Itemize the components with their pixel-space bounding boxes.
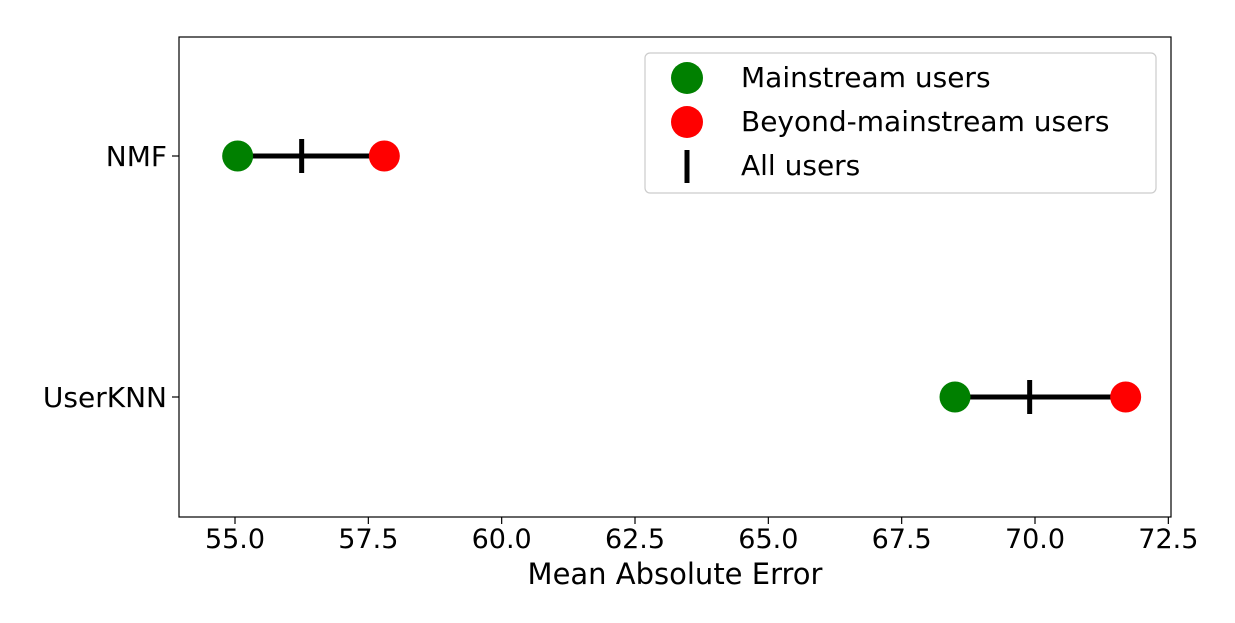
x-tick-label: 72.5	[1138, 524, 1198, 555]
x-tick-label: 60.0	[472, 524, 532, 555]
legend-label: Beyond-mainstream users	[741, 105, 1109, 138]
legend-label: Mainstream users	[741, 61, 991, 94]
mainstream-point	[222, 140, 254, 172]
legend: Mainstream users Beyond-mainstream users A…	[644, 52, 1157, 194]
range-lines	[237, 153, 1126, 400]
legend-label: All users	[741, 149, 860, 182]
legend-box	[644, 52, 1157, 194]
x-tick-label: 70.0	[1005, 524, 1065, 555]
x-tick-label: 55.0	[205, 524, 265, 555]
x-axis-ticks: 55.0 57.5 60.0 62.5 65.0 67.5 70.0 72.5	[205, 517, 1198, 555]
beyond-mainstream-point	[1110, 381, 1142, 413]
x-tick-label: 57.5	[338, 524, 398, 555]
legend-marker	[671, 62, 703, 94]
x-tick-label: 62.5	[605, 524, 665, 555]
y-axis-ticks: NMF UserKNN	[43, 140, 179, 414]
x-tick-label: 65.0	[738, 524, 798, 555]
legend-marker	[671, 106, 703, 138]
x-axis-label: Mean Absolute Error	[528, 557, 823, 591]
data-marks	[222, 139, 1142, 414]
x-tick-label: 67.5	[872, 524, 932, 555]
y-tick-label: UserKNN	[43, 381, 167, 414]
mainstream-point	[939, 381, 971, 413]
beyond-mainstream-point	[368, 140, 400, 172]
y-tick-label: NMF	[106, 140, 167, 173]
